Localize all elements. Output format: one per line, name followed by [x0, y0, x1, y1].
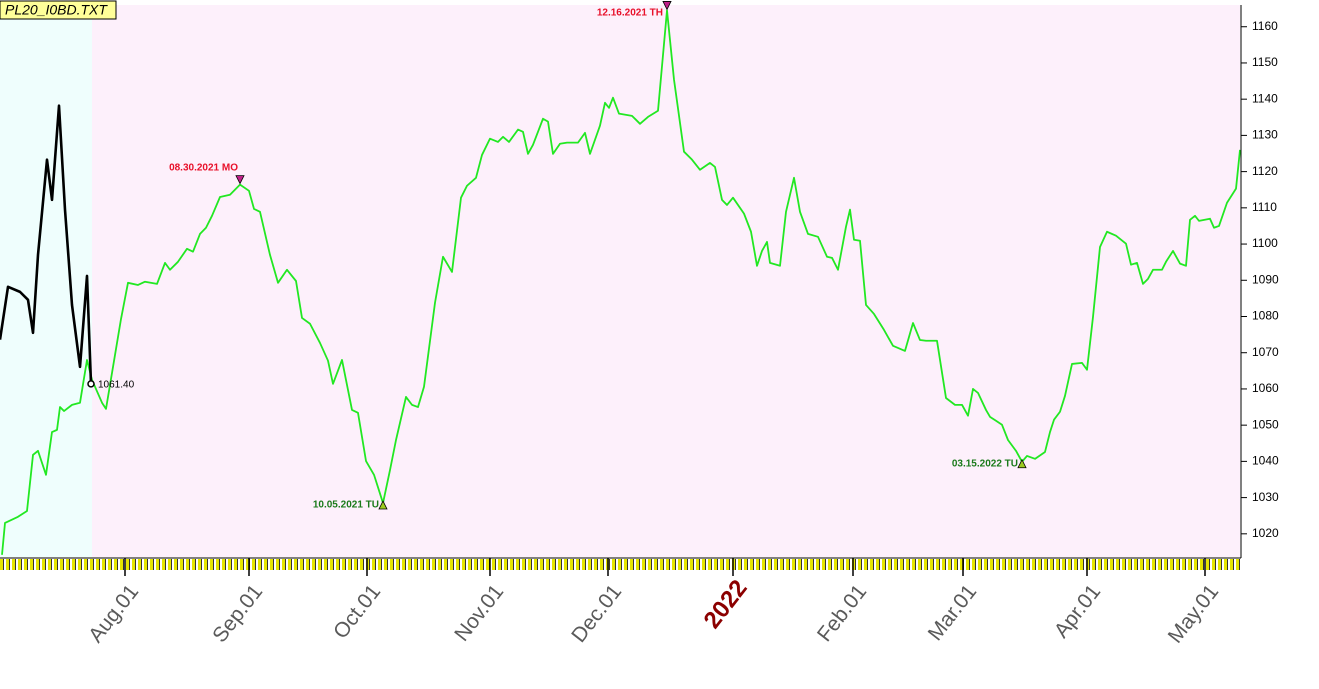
x-tick-label: May.01 — [1164, 580, 1224, 647]
y-tick-label: 1150 — [1252, 55, 1278, 69]
y-tick-label: 1160 — [1252, 19, 1278, 33]
x-tick-label: Oct.01 — [329, 580, 385, 643]
x-tick-label: Dec.01 — [567, 580, 626, 647]
pivot-marker — [1017, 458, 1027, 469]
x-tick-label: Nov.01 — [450, 580, 508, 645]
chart-title: PL20_I0BD.TXT — [5, 2, 108, 18]
background — [0, 5, 1240, 557]
y-tick-label: 1110 — [1252, 200, 1277, 214]
pivot-label: 12.16.2021 TH — [597, 8, 663, 19]
y-tick-label: 1050 — [1252, 417, 1279, 431]
pivot-label: 08.30.2021 MO — [169, 162, 238, 173]
pivot-label: 03.15.2022 TU — [952, 458, 1018, 469]
series-line — [1, 9, 1241, 555]
value-label: 1061.40 — [98, 380, 135, 391]
y-tick-label: 1060 — [1252, 381, 1279, 395]
shaded-region — [0, 5, 92, 557]
series-line — [0, 104, 93, 384]
pivot-marker — [662, 1, 672, 11]
x-tick-label: 2022 — [699, 575, 753, 634]
y-tick-label: 1040 — [1252, 454, 1279, 468]
x-tick-label: Aug.01 — [84, 580, 143, 647]
y-tick-label: 1130 — [1252, 128, 1278, 142]
y-tick-label: 1020 — [1252, 526, 1279, 540]
minor-ticks — [0, 559, 1240, 570]
y-tick-label: 1120 — [1252, 164, 1278, 178]
pivot-marker — [378, 500, 388, 510]
x-tick-label: Feb.01 — [813, 580, 871, 646]
x-tick-label: Sep.01 — [208, 580, 267, 647]
shaded-region — [92, 5, 1240, 557]
pivot-marker — [235, 175, 245, 185]
y-tick-label: 1140 — [1252, 91, 1278, 105]
y-tick-label: 1070 — [1252, 345, 1279, 359]
last-value-marker — [87, 380, 95, 388]
y-tick-label: 1030 — [1252, 490, 1279, 504]
plot-area: 1061.40 08.30.2021 MO 10.05.2021 TU 12.16.2… — [0, 1, 1241, 555]
y-tick-label: 1080 — [1252, 309, 1279, 323]
x-tick-label: Mar.01 — [924, 580, 982, 645]
pivot-label: 10.05.2021 TU — [313, 500, 379, 511]
title-box — [0, 0, 117, 20]
y-tick-label: 1090 — [1252, 272, 1279, 286]
y-tick-label: 1100 — [1252, 236, 1278, 250]
x-tick-label: Apr.01 — [1050, 580, 1106, 642]
